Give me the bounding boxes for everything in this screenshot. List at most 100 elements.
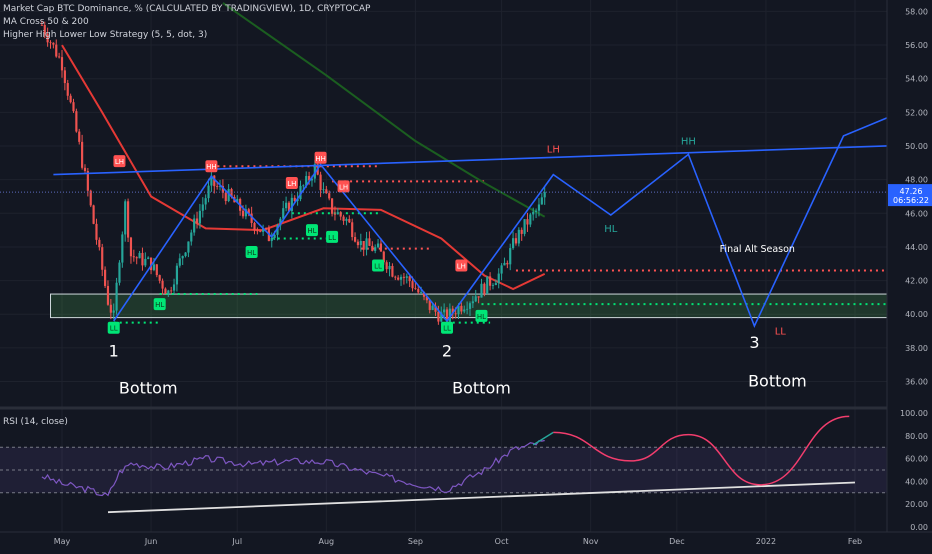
candle-body	[175, 265, 179, 285]
time-tick-label: Oct	[495, 537, 509, 546]
pivot-badge	[205, 160, 218, 173]
candle-body	[210, 175, 213, 186]
candle-body	[224, 192, 227, 202]
candle-body	[325, 189, 328, 194]
candle-body	[506, 262, 509, 265]
time-axis[interactable]: May Jun Jul Aug Sep Oct Nov Dec 2022 Feb	[0, 531, 932, 550]
candle-body	[164, 288, 167, 294]
candle-body	[216, 186, 219, 187]
candle-body	[95, 223, 98, 240]
candle-body	[201, 204, 204, 211]
candle-body	[221, 185, 224, 193]
ma-cross-legend[interactable]: MA Cross 50 & 200	[3, 17, 89, 27]
annotation-bottom3-label: Bottom	[748, 372, 807, 391]
candle-body	[497, 273, 500, 284]
pivot-badge	[285, 177, 298, 190]
candle-body	[104, 269, 107, 286]
candle-body	[138, 252, 141, 259]
pivot-badge	[245, 245, 258, 258]
pivot-badge-label: LL	[110, 325, 118, 333]
candle-body	[330, 198, 334, 214]
hhll-strategy-legend[interactable]: Higher High Lower Low Strategy (5, 5, do…	[3, 30, 208, 40]
candle-body	[532, 211, 535, 215]
chart-title[interactable]: Market Cap BTC Dominance, % (CALCULATED …	[3, 4, 371, 14]
candle-body	[342, 216, 345, 221]
candle-body	[477, 296, 480, 298]
current-price-label: 47.26	[900, 187, 923, 196]
pivot-badge-label: LH	[115, 158, 124, 166]
rsi-tick-label: 60.00	[905, 455, 928, 464]
pivot-badge	[475, 309, 488, 322]
candle-body	[236, 198, 239, 203]
candle-body	[540, 197, 543, 205]
candle-body	[190, 232, 193, 242]
candle-body	[290, 197, 293, 212]
candle-body	[198, 210, 202, 224]
current-price-box	[888, 184, 932, 207]
candle-body	[434, 305, 437, 312]
candle-body	[98, 239, 101, 248]
candle-body	[365, 238, 368, 250]
price-tick-label: 36.00	[905, 378, 928, 387]
candle-body	[468, 303, 472, 309]
candle-body	[193, 218, 196, 233]
price-tick-label: 44.00	[905, 243, 928, 252]
candle-body	[132, 256, 135, 258]
candle-body	[187, 241, 190, 253]
candle-body	[445, 309, 449, 322]
candle-body	[118, 262, 121, 283]
pivot-badge-label: HL	[247, 249, 256, 257]
candle-body	[313, 164, 316, 179]
candle-body	[121, 234, 124, 263]
annotation-bottom2-label: Bottom	[452, 378, 511, 397]
candle-body	[489, 276, 492, 286]
candle-body	[359, 241, 362, 246]
candle-body	[256, 230, 259, 232]
pivot-badge-label: HL	[307, 227, 316, 235]
candle-body	[526, 219, 529, 225]
candle-body	[207, 185, 210, 199]
candle-body	[167, 290, 170, 294]
candle-body	[155, 264, 158, 276]
projection-path	[113, 106, 913, 329]
candle-body	[259, 230, 262, 232]
candle-body	[270, 237, 273, 242]
candle-body	[152, 264, 156, 271]
candle-body	[382, 251, 385, 263]
price-tick-label: 40.00	[905, 310, 928, 319]
candle-body	[483, 283, 486, 294]
candle-body	[106, 285, 110, 305]
candle-body	[72, 102, 75, 112]
candle-body	[319, 174, 322, 191]
rsi-support-line	[107, 481, 856, 514]
candle-body	[500, 265, 503, 274]
candle-body	[322, 189, 325, 191]
candle-body	[394, 276, 397, 278]
candle-body	[348, 218, 351, 223]
time-tick-label: Aug	[319, 537, 335, 546]
candle-body	[184, 252, 187, 257]
candle-body	[534, 210, 538, 212]
candle-body	[466, 308, 469, 310]
rsi-legend[interactable]: RSI (14, close)	[3, 417, 68, 427]
pivot-badge	[107, 321, 120, 334]
ma-50-line	[61, 44, 546, 291]
candle-body	[161, 280, 164, 289]
candle-body	[463, 309, 466, 312]
resistance-trendline	[53, 143, 932, 176]
pivot-badge-label: HH	[315, 155, 326, 163]
time-tick-label: Dec	[669, 537, 684, 546]
time-tick-label: May	[54, 537, 71, 546]
candle-body	[405, 276, 408, 278]
candle-body	[399, 276, 403, 280]
candle-body	[135, 257, 138, 259]
candle-body	[425, 296, 428, 301]
pivot-badge-label: LL	[374, 262, 382, 270]
rsi-projection-start	[532, 431, 554, 446]
candle-body	[250, 213, 253, 223]
candle-body	[491, 285, 495, 286]
